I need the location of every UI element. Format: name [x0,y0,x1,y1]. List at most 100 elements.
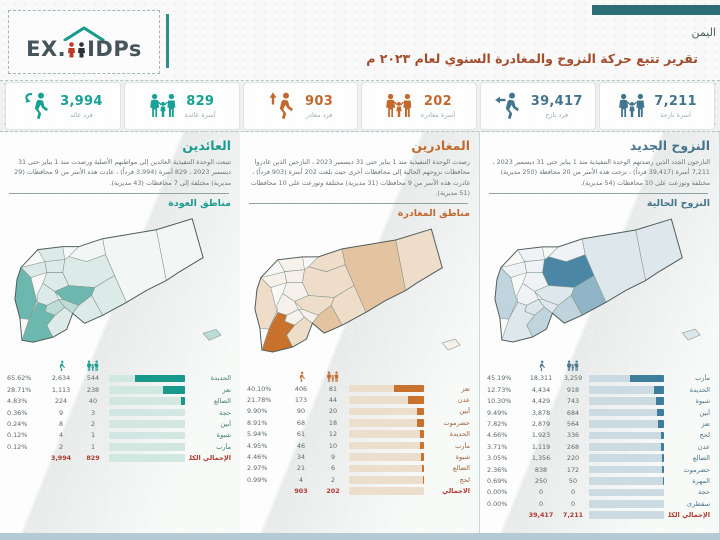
yemen-map-displacement [487,209,710,357]
stat-card: 7,211 أسرة نازحة [600,83,714,129]
families-value: 18 [328,418,338,427]
families-value: 684 [566,408,580,417]
bar [349,464,424,473]
governorate-name: مأرب [695,374,710,383]
stat-card: 903 فرد مغادر [243,83,358,129]
bar [109,431,185,440]
individuals-value: 2,634 [51,374,71,383]
table-row: عدن 268 1,119 3.71% [487,441,710,452]
map-region-socotra [441,338,461,351]
governorate-name: شبوة [695,397,710,406]
map-region-socotra [202,328,222,341]
governorate-name: الحديدة [449,430,470,439]
percent-value: 40.10% [247,384,272,393]
table-row: المهرة 50 250 0.69% [487,475,710,486]
table-row: الحديدة 544 2,634 65.62% [7,373,231,384]
individuals-value: 1,356 [531,454,551,463]
individuals-value: 4 [58,431,64,440]
yemen-map-returns [7,209,231,357]
map-region-amran [524,259,545,273]
logo-text: EX. IDPs [26,39,142,60]
bar [349,476,424,484]
percent-value: 10.30% [487,397,512,406]
governorate-name: شبوة [216,431,231,440]
governorate-name: تعز [222,385,231,394]
table-row: حجة 3 9 0.36% [7,407,231,418]
families-value: 0 [570,488,576,497]
families-value: 0 [570,499,576,508]
individuals-value: 0 [538,488,544,497]
stat-label: فرد عائد [70,110,93,119]
family-icon [148,90,178,122]
individuals-value: 838 [534,465,548,474]
percent-value: 0.24% [7,420,28,428]
percent-value: 0.36% [7,408,28,417]
divider [489,192,708,194]
stats-row: 3,994 فرد عائد 829 أسرة عائدة 903 فرد مغادر 20… [0,81,720,132]
table-row: تعز 564 2,879 7.82% [487,418,710,429]
individuals-value: 4,434 [531,385,551,394]
family-icon [81,360,105,372]
stat-card: 202 أسرة مغادرة [362,83,477,129]
families-value: 172 [566,465,580,474]
table-total-row: الإجمالي الكلي 829 3,994 [7,452,231,463]
individuals-value: 68 [296,418,306,427]
bar [349,430,424,439]
stat-value: 829 [186,93,215,109]
table-row: شبوة 743 4,429 10.30% [487,396,710,407]
families-value: 2 [330,475,336,484]
walker-icon [525,360,557,372]
governorate-name: المهرة [692,476,710,485]
individuals-value: 46 [296,441,306,450]
total-label: الإجمالي الكلي [189,454,231,463]
stat-value: 39,417 [530,93,583,109]
bar [589,386,664,394]
families-value: 44 [328,396,338,405]
families-value: 20 [328,407,338,416]
families-value: 544 [86,374,100,383]
percent-value: 2.36% [487,465,508,474]
governorate-table-departures: تعز 81 406 40.10% عدن 44 173 21.78% أبين 20 90 9.90… [247,370,470,497]
total-individuals: 903 [294,487,308,496]
families-value: 268 [566,442,580,451]
governorate-name: شبوة [455,453,470,462]
total-label: الإجمالي الكلي [668,511,710,520]
bar [109,420,185,428]
families-value: 50 [568,476,578,485]
panel-returnees: العائدين تتبعت الوحدة التنفيذية العائدين… [0,132,240,538]
stat-label: فرد نازح [545,110,569,119]
percent-value: 3.71% [487,442,508,451]
map-region-amran [284,269,305,283]
family-icon [321,370,345,383]
table-total-row: الإجمالي الكلي 7,211 39,417 [487,509,710,520]
stat-card: 3,994 فرد عائد [6,83,120,129]
percent-value: 3.05% [487,454,508,463]
bar [349,487,424,495]
report-header: EX. IDPs اليمن تقرير تتبع حركة النزوح وا… [0,0,720,81]
person-red-icon [68,42,76,58]
map-title: النزوح الحالية [646,197,710,209]
table-row: حضرموت 18 68 8.91% [247,417,470,428]
individuals-value: 250 [534,476,548,485]
families-value: 40 [88,397,98,406]
bar [349,396,424,404]
governorate-table-displacement: مأرب 3,259 18,311 45.19% الحديدة 918 4,434 12.7… [487,360,710,521]
families-value: 3 [90,408,96,417]
governorate-name: حجة [698,488,710,497]
total-individuals: 3,994 [50,454,72,463]
stat-value: 202 [423,93,452,109]
individuals-value: 4 [298,475,304,484]
percent-value: 28.71% [7,385,32,394]
stat-value: 3,994 [60,93,103,109]
families-value: 9 [330,453,336,462]
table-row: مأرب 3,259 18,311 45.19% [487,373,710,384]
families-value: 564 [566,420,580,428]
families-value: 220 [566,454,580,463]
bar [589,397,664,406]
percent-value: 9.49% [487,408,508,417]
table-row: حضرموت 172 838 2.36% [487,464,710,475]
governorate-name: مأرب [455,441,470,450]
return-walker-icon [23,90,53,122]
individuals-value: 406 [294,384,308,393]
bar [349,407,424,416]
